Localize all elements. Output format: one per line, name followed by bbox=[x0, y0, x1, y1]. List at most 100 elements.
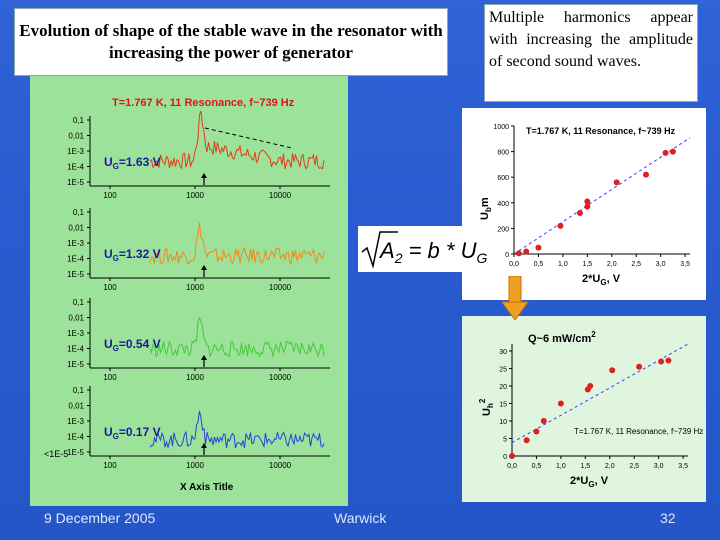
chart2: Q~6 mW/cm2 T=1.767 K, 11 Resonance, f~73… bbox=[478, 330, 703, 489]
formula-text: A2 = b * UG bbox=[378, 238, 487, 266]
data-point bbox=[609, 367, 616, 374]
x-tick-label: 2,5 bbox=[629, 463, 639, 470]
data-point bbox=[669, 148, 676, 155]
spectrum-x-tick-label: 10000 bbox=[269, 461, 292, 470]
x-tick-label: 0,5 bbox=[534, 261, 544, 268]
marker-arrow-head bbox=[201, 443, 207, 448]
x-tick-label: 1,5 bbox=[582, 261, 592, 268]
y-tick-label: 15 bbox=[499, 402, 507, 409]
chart2-annotation: T=1.767 K, 11 Resonance, f~739 Hz bbox=[574, 427, 703, 436]
spectrum-y-tick-label: 0,01 bbox=[68, 224, 84, 233]
y-tick-label: 1000 bbox=[493, 124, 509, 131]
note-text: Multiple harmonics appear with increasin… bbox=[489, 9, 693, 70]
data-point bbox=[636, 363, 643, 370]
data-point bbox=[643, 171, 649, 178]
data-point bbox=[523, 248, 530, 255]
spectrum-y-tick-label: 0,1 bbox=[73, 116, 85, 125]
chart1-xlabel: 2*UG, V bbox=[582, 273, 621, 287]
data-point bbox=[665, 357, 672, 364]
fit-line bbox=[513, 137, 691, 255]
footer-center: Warwick bbox=[334, 510, 387, 526]
y-tick-label: 400 bbox=[497, 201, 509, 208]
spectrum-y-tick-label: 1E-4 bbox=[67, 345, 84, 354]
x-tick-label: 0,0 bbox=[507, 463, 517, 470]
data-point bbox=[662, 149, 669, 156]
data-point bbox=[533, 428, 540, 435]
x-tick-label: 1,5 bbox=[580, 463, 590, 470]
spectrum-y-tick-label: 0,1 bbox=[73, 298, 85, 307]
chart1-heading: T=1.767 K, 11 Resonance, f~739 Hz bbox=[526, 126, 676, 136]
spectrum-y-tick-label: 0,1 bbox=[73, 386, 85, 395]
y-tick-label: 10 bbox=[499, 419, 507, 426]
spectrum-voltage-label: UG=0.17 V bbox=[104, 425, 161, 441]
spectrum-x-tick-label: 10000 bbox=[269, 283, 292, 292]
spectra-x-title: X Axis Title bbox=[180, 482, 234, 493]
spectrum-trace bbox=[149, 222, 325, 266]
data-point bbox=[515, 250, 522, 257]
data-point bbox=[584, 198, 591, 205]
spectrum-y-tick-label: 0,01 bbox=[68, 314, 84, 323]
note-box: Multiple harmonics appear with increasin… bbox=[484, 4, 698, 102]
y-tick-label: 5 bbox=[503, 437, 507, 444]
x-tick-label: 3,0 bbox=[656, 261, 666, 268]
spectrum-trace bbox=[149, 316, 325, 359]
footer-page-number: 32 bbox=[660, 510, 676, 526]
formula: A2 = b * UG bbox=[361, 231, 487, 269]
spectrum-y-tick-label: 1E-5 bbox=[67, 448, 84, 457]
y-tick-label: 30 bbox=[499, 349, 507, 356]
data-point bbox=[509, 453, 515, 459]
spectrum-x-tick-label: 100 bbox=[103, 373, 117, 382]
spectra-heading: T=1.767 K, 11 Resonance, f~739 Hz bbox=[112, 97, 295, 109]
spectrum-y-tick-label: 1E-4 bbox=[67, 163, 84, 172]
spectrum-y-tick-label: 1E-3 bbox=[67, 147, 84, 156]
x-tick-label: 2,0 bbox=[605, 463, 615, 470]
chart1-box: T=1.767 K, 11 Resonance, f~739 Hz 2*UG, … bbox=[462, 108, 706, 300]
footer-date: 9 December 2005 bbox=[44, 510, 156, 526]
y-tick-label: 0 bbox=[505, 252, 509, 259]
spectrum-voltage-label: UG=1.32 V bbox=[104, 247, 161, 263]
data-point bbox=[523, 437, 530, 444]
spectrum-y-tick-label: 0,01 bbox=[68, 402, 84, 411]
slide-title: Evolution of shape of the stable wave in… bbox=[19, 21, 443, 62]
data-point bbox=[535, 244, 542, 251]
y-tick-label: 800 bbox=[497, 150, 509, 157]
spectrum-x-tick-label: 10000 bbox=[269, 191, 292, 200]
spectrum-y-tick-label: 0,1 bbox=[73, 208, 85, 217]
data-point bbox=[557, 222, 564, 229]
spectrum-voltage-label: UG=0.54 V bbox=[104, 337, 161, 353]
spectrum-y-tick-label: 1E-5 bbox=[67, 270, 84, 279]
spectrum-y-tick-label: 1E-4 bbox=[67, 255, 84, 264]
spectra-y-tick-bottom: <1E-5 bbox=[44, 449, 68, 459]
spectrum-y-tick-label: 1E-3 bbox=[67, 417, 84, 426]
spectrum-y-tick-label: 1E-4 bbox=[67, 433, 84, 442]
spectrum-x-tick-label: 10000 bbox=[269, 373, 292, 382]
chart2-heading: Q~6 mW/cm2 bbox=[528, 330, 596, 345]
chart2-ylabel: Uh2 bbox=[478, 398, 495, 416]
spectrum-x-tick-label: 1000 bbox=[186, 283, 204, 292]
y-tick-label: 600 bbox=[497, 175, 509, 182]
y-tick-label: 200 bbox=[497, 226, 509, 233]
x-tick-label: 2,5 bbox=[631, 261, 641, 268]
x-tick-label: 0,0 bbox=[509, 261, 519, 268]
x-tick-label: 3,5 bbox=[680, 261, 690, 268]
spectrum-y-tick-label: 0,01 bbox=[68, 132, 84, 141]
marker-arrow-head bbox=[201, 173, 207, 178]
spectra-panel: T=1.767 K, 11 Resonance, f~739 Hz X Axis… bbox=[30, 76, 348, 506]
spectrum-x-tick-label: 100 bbox=[103, 283, 117, 292]
chart1-ylabel: Ubm bbox=[479, 197, 493, 220]
spectrum-trace bbox=[149, 110, 325, 170]
data-point bbox=[587, 383, 594, 389]
y-tick-label: 25 bbox=[499, 367, 507, 374]
spectra-figure: T=1.767 K, 11 Resonance, f~739 Hz X Axis… bbox=[44, 97, 330, 493]
sqrt-sign bbox=[361, 231, 398, 269]
x-tick-label: 3,0 bbox=[654, 463, 664, 470]
data-point bbox=[577, 210, 583, 217]
chart1: T=1.767 K, 11 Resonance, f~739 Hz 2*UG, … bbox=[479, 124, 691, 287]
marker-arrow-head bbox=[201, 265, 207, 270]
spectrum-x-tick-label: 1000 bbox=[186, 373, 204, 382]
data-point bbox=[613, 179, 620, 186]
chart2-xlabel: 2*UG, V bbox=[570, 475, 609, 489]
x-tick-label: 1,0 bbox=[558, 261, 568, 268]
spectrum-y-tick-label: 1E-5 bbox=[67, 178, 84, 187]
spectrum-y-tick-label: 1E-5 bbox=[67, 360, 84, 369]
